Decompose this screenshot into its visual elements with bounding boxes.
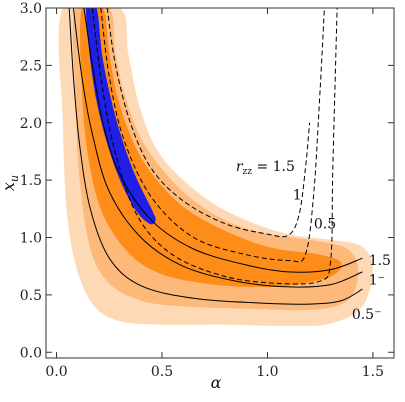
- region-blue: [86, 8, 156, 225]
- solid-curve-0: [83, 8, 363, 273]
- dashed-curve-2: [91, 8, 338, 285]
- y-tick-label: 0.5: [20, 288, 42, 304]
- y-tick-label: 1.5: [20, 173, 42, 189]
- solid-curve-1: [72, 8, 363, 288]
- y-tick-label: 1.0: [20, 231, 42, 247]
- y-tick-label: 2.0: [20, 116, 42, 132]
- y-axis-label-sub: u: [8, 175, 21, 182]
- y-axis-label-main: x: [0, 182, 18, 191]
- y-tick-label: 0.0: [20, 345, 42, 361]
- y-tick-label: 3.0: [20, 1, 42, 17]
- x-axis-label: α: [211, 373, 222, 392]
- plot-frame: [45, 7, 395, 359]
- y-axis-label: xu: [0, 175, 21, 191]
- svg-text:xu: xu: [0, 175, 21, 191]
- curve-annotation: 1.5: [369, 253, 391, 269]
- curve-annotation: 0.5⁻: [352, 307, 382, 323]
- curve-annotation: 0.5: [314, 216, 336, 232]
- dashed-curve-1: [100, 8, 325, 263]
- y-tick-label: 2.5: [20, 58, 42, 74]
- x-tick-label: 1.0: [256, 364, 278, 380]
- contour-curves: [68, 8, 363, 305]
- x-tick-label: 1.5: [362, 364, 384, 380]
- curve-annotation: rzz = 1.5: [236, 159, 295, 177]
- curve-annotation: 1: [293, 188, 302, 204]
- x-tick-label: 0.0: [45, 364, 67, 380]
- curve-annotations: rzz = 1.5 1 0.5 1.5 1⁻ 0.5⁻: [236, 159, 391, 323]
- confidence-regions: [58, 8, 373, 326]
- solid-curve-2: [68, 8, 363, 305]
- curve-annotation: 1⁻: [369, 273, 385, 289]
- axis-ticks: 0.0 0.5 1.0 1.5 0.0 0.5 1.0 1.5 2.0 2.5 3.0: [20, 1, 394, 380]
- x-tick-label: 0.5: [151, 364, 173, 380]
- dashed-curve-0: [106, 8, 311, 238]
